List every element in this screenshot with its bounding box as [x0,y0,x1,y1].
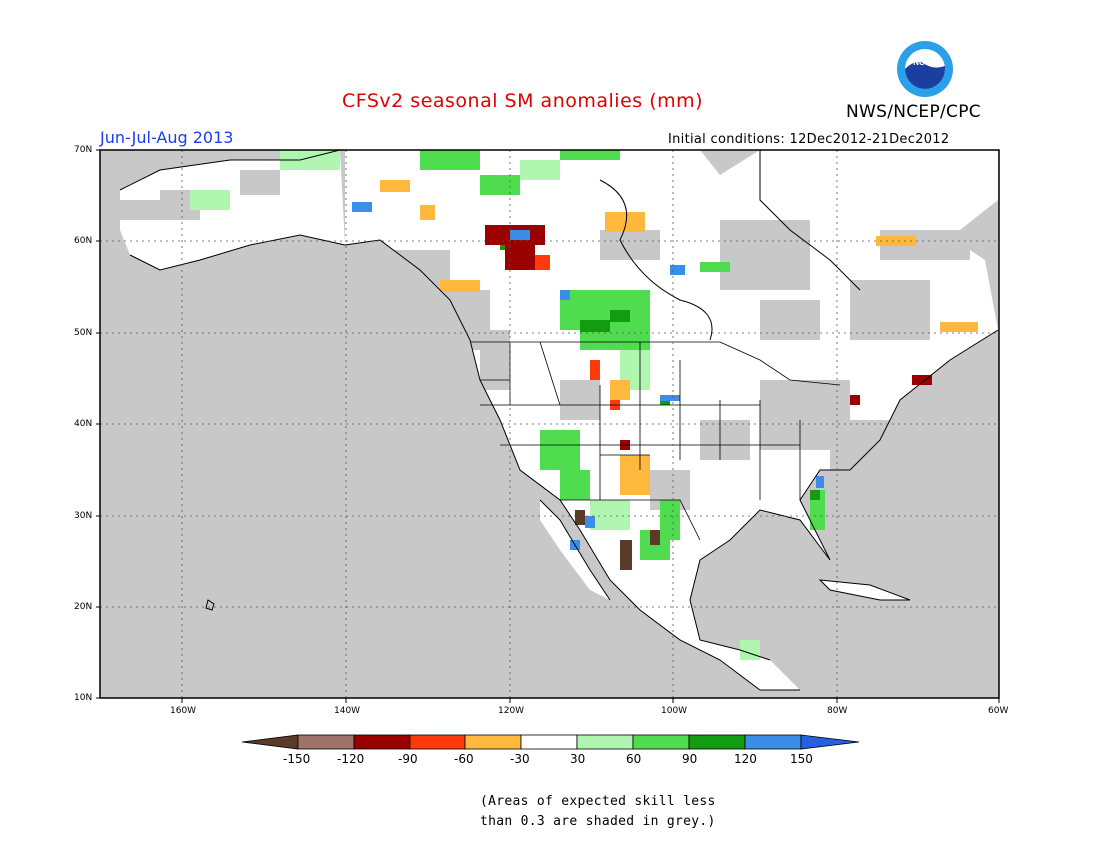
colorbar-label: 90 [682,752,698,766]
colorbar-label: -120 [337,752,365,766]
negative-anomalies-orange [380,180,978,495]
lat-label-20n: 20N [74,602,93,612]
colorbar-label: -60 [454,752,474,766]
colorbar-label: 120 [734,752,757,766]
organization-label: NWS/NCEP/CPC [846,102,981,122]
state-borders [470,341,841,541]
skill-note-line-1: (Areas of expected skill less [480,794,716,809]
lat-label-10n: 10N [74,693,93,703]
lat-label-50n: 50N [74,328,93,338]
lon-label-60w: 60W [988,706,1009,716]
lat-label-70n: 70N [74,145,93,155]
colorbar-label: 60 [626,752,642,766]
lat-label-60n: 60N [74,236,93,246]
lon-label-80w: 80W [827,706,848,716]
skill-note: (Areas of expected skill less than 0.3 a… [480,792,716,832]
lon-label-100w: 100W [661,706,688,716]
chart-title: CFSv2 seasonal SM anomalies (mm) [342,90,704,112]
lon-label-120w: 120W [498,706,525,716]
colorbar-label: -90 [398,752,418,766]
colorbar-segment-8 [688,734,746,750]
colorbar-label: -30 [510,752,530,766]
lat-label-30n: 30N [74,511,93,521]
coastlines [119,150,999,691]
colorbar-segment-0 [241,734,299,750]
colorbar-segment-6 [576,734,634,750]
colorbar-segment-3 [409,734,466,750]
colorbar-segment-1 [297,734,355,750]
noaa-logo: NOAA [897,41,953,97]
lat-label-40n: 40N [74,419,93,429]
initial-conditions: Initial conditions: 12Dec2012-21Dec2012 [668,132,950,147]
lon-label-160w: 160W [170,706,197,716]
colorbar [241,734,860,750]
skill-note-line-2: than 0.3 are shaded in grey.) [480,814,716,829]
logo-text: NOAA [913,58,937,67]
colorbar-segment-9 [744,734,802,750]
colorbar-segment-10 [800,734,860,750]
colorbar-label: 150 [790,752,813,766]
colorbar-segment-2 [353,734,411,750]
colorbar-segment-7 [632,734,690,750]
colorbar-segment-4 [464,734,522,750]
colorbar-segment-5 [520,734,578,750]
lon-label-140w: 140W [334,706,361,716]
forecast-period: Jun-Jul-Aug 2013 [100,128,234,147]
land-white [120,150,998,690]
graticule [100,150,999,698]
colorbar-label: 30 [570,752,586,766]
negative-anomalies-brown [575,510,660,570]
colorbar-label: -150 [283,752,311,766]
